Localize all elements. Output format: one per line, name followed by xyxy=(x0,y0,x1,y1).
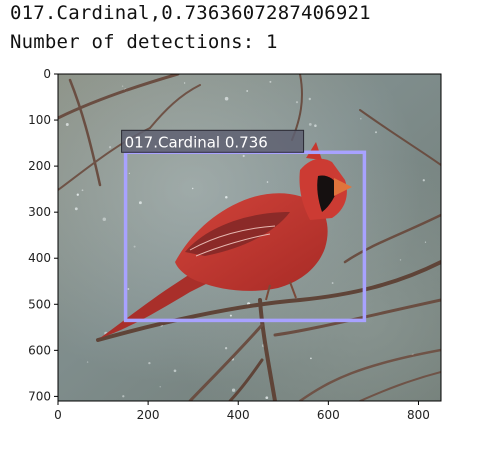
branches xyxy=(58,74,441,401)
detection-result-line: 017.Cardinal,0.7363607287406921 xyxy=(10,2,371,24)
snowflake xyxy=(295,101,299,104)
snowflake xyxy=(173,369,177,373)
snowflake xyxy=(148,361,151,365)
snowflake xyxy=(310,357,312,360)
detection-count-line: Number of detections: 1 xyxy=(10,31,278,53)
snowflake xyxy=(74,207,78,211)
y-tick-label: 600 xyxy=(28,343,51,357)
snowflake xyxy=(138,201,142,205)
y-tick-label: 400 xyxy=(28,251,51,265)
cardinal-bird xyxy=(100,142,352,338)
snowflake xyxy=(424,241,427,243)
snowflake xyxy=(422,179,425,182)
axes-frame xyxy=(57,73,442,402)
snowflake xyxy=(225,196,228,199)
snowflake xyxy=(122,395,125,398)
snowflake xyxy=(242,154,245,158)
detection-label: 017.Cardinal 0.736 xyxy=(125,133,268,151)
snowflake xyxy=(76,193,79,196)
snowflake xyxy=(133,245,136,248)
x-tick-label: 400 xyxy=(227,408,250,422)
y-tick-label: 0 xyxy=(43,67,51,81)
y-tick-label: 300 xyxy=(28,205,51,219)
snowflake xyxy=(374,131,378,134)
x-tick-label: 800 xyxy=(407,408,430,422)
snowflake xyxy=(86,361,89,363)
snowflake xyxy=(102,217,107,222)
cardinal-photo xyxy=(58,74,441,401)
snowflake xyxy=(127,288,130,290)
snowflake xyxy=(224,347,228,350)
snowflake xyxy=(314,124,317,127)
y-tick-label: 100 xyxy=(28,113,51,127)
x-tick-label: 600 xyxy=(317,408,340,422)
snowflake xyxy=(265,396,269,400)
snowflake xyxy=(192,187,194,190)
snowflake xyxy=(128,172,131,175)
snowflake xyxy=(266,181,269,183)
snowflake xyxy=(229,314,232,317)
snowflake xyxy=(331,282,334,284)
snowflake xyxy=(65,123,69,126)
snowflake xyxy=(399,259,402,261)
snowflake xyxy=(308,97,311,101)
snowflake xyxy=(231,388,236,392)
y-tick-label: 700 xyxy=(28,389,51,403)
y-tick-label: 500 xyxy=(28,297,51,311)
snowflake xyxy=(159,386,161,388)
snowflake xyxy=(121,85,124,87)
snowflake xyxy=(81,189,84,192)
snowflake xyxy=(183,82,186,84)
snowflake xyxy=(108,146,112,149)
x-tick-label: 0 xyxy=(54,408,62,422)
snowflake xyxy=(360,117,362,120)
y-tick-label: 200 xyxy=(28,159,51,173)
snowflake xyxy=(269,80,272,83)
snowflake xyxy=(308,122,312,126)
x-tick-label: 200 xyxy=(137,408,160,422)
snowflake xyxy=(246,90,249,92)
detection-label-background xyxy=(121,129,305,153)
snowflake xyxy=(224,96,229,101)
